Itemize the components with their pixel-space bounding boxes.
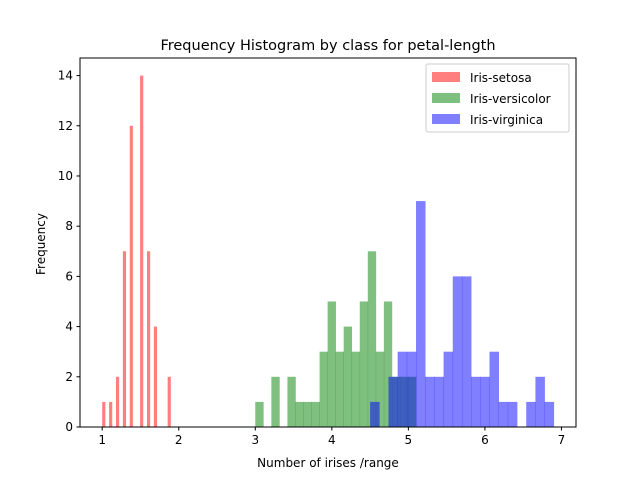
x-tick-label: 7	[558, 433, 566, 447]
histogram-bar	[102, 401, 106, 427]
histogram-bar	[129, 125, 133, 427]
legend-swatch	[432, 114, 460, 124]
y-axis-label: Frequency	[34, 213, 48, 275]
histogram-bar	[303, 401, 312, 427]
chart-title: Frequency Histogram by class for petal-l…	[160, 38, 495, 54]
histogram-bar	[471, 376, 481, 427]
histogram-bar	[271, 376, 280, 427]
y-tick-label: 8	[65, 219, 73, 233]
histogram-bar	[319, 351, 328, 427]
histogram-bar	[416, 201, 426, 427]
histogram-bar	[146, 251, 151, 427]
histogram-bar	[153, 326, 158, 427]
y-tick-label: 12	[58, 119, 73, 133]
y-tick-label: 6	[65, 269, 73, 283]
histogram-bar	[335, 351, 344, 427]
histogram-bar	[359, 301, 369, 427]
bars-layer	[102, 75, 555, 428]
histogram-bar	[461, 276, 472, 427]
legend-swatch	[432, 93, 460, 103]
histogram-bar	[255, 401, 264, 427]
histogram-bar	[507, 401, 518, 427]
x-tick-label: 3	[251, 433, 259, 447]
x-tick-label: 4	[328, 433, 336, 447]
legend-box	[425, 63, 570, 133]
x-tick-label: 5	[405, 433, 413, 447]
histogram-bar	[370, 401, 380, 427]
x-tick-label: 1	[98, 433, 106, 447]
histogram-bar	[489, 351, 499, 427]
y-tick-label: 14	[58, 69, 73, 83]
legend: Iris-setosa Iris-versicolor Iris-virginica	[425, 63, 570, 133]
histogram-bar	[388, 376, 398, 427]
histogram-bar	[287, 376, 296, 427]
histogram-bar	[526, 401, 536, 427]
histogram-bar	[311, 401, 320, 427]
histogram-bar	[327, 301, 336, 427]
legend-label: Iris-setosa	[470, 71, 532, 85]
x-axis-label: Number of irises /range	[257, 456, 399, 470]
legend-swatch	[432, 72, 460, 82]
x-tick-label: 6	[481, 433, 489, 447]
histogram-bar	[434, 376, 444, 427]
histogram-bar	[406, 351, 417, 427]
histogram-bar	[425, 376, 435, 427]
histogram-bar	[122, 251, 127, 427]
histogram-bar	[480, 376, 490, 427]
histogram-bar	[397, 351, 408, 427]
histogram-bar	[375, 351, 385, 427]
legend-label: Iris-versicolor	[470, 92, 551, 106]
histogram-bar	[367, 251, 377, 427]
x-tick-label: 2	[175, 433, 183, 447]
y-tick-label: 2	[65, 370, 73, 384]
histogram-bar	[383, 301, 393, 427]
y-tick-label: 10	[58, 169, 73, 183]
plot-frame	[79, 57, 577, 428]
histogram-bar	[343, 326, 353, 427]
histogram-bar	[167, 376, 171, 427]
histogram-bar	[498, 401, 509, 427]
y-tick-label: 0	[65, 420, 73, 434]
histogram-bar	[115, 376, 120, 427]
histogram-bar	[535, 376, 545, 427]
histogram-bar	[295, 401, 304, 427]
histogram-bar	[544, 401, 555, 427]
legend-label: Iris-virginica	[470, 113, 543, 127]
histogram-bar	[351, 351, 361, 427]
histogram-bar	[140, 75, 144, 428]
y-tick-label: 4	[65, 320, 73, 334]
histogram-bar	[452, 276, 463, 427]
histogram-bar	[109, 401, 113, 427]
histogram-bar	[443, 351, 454, 427]
